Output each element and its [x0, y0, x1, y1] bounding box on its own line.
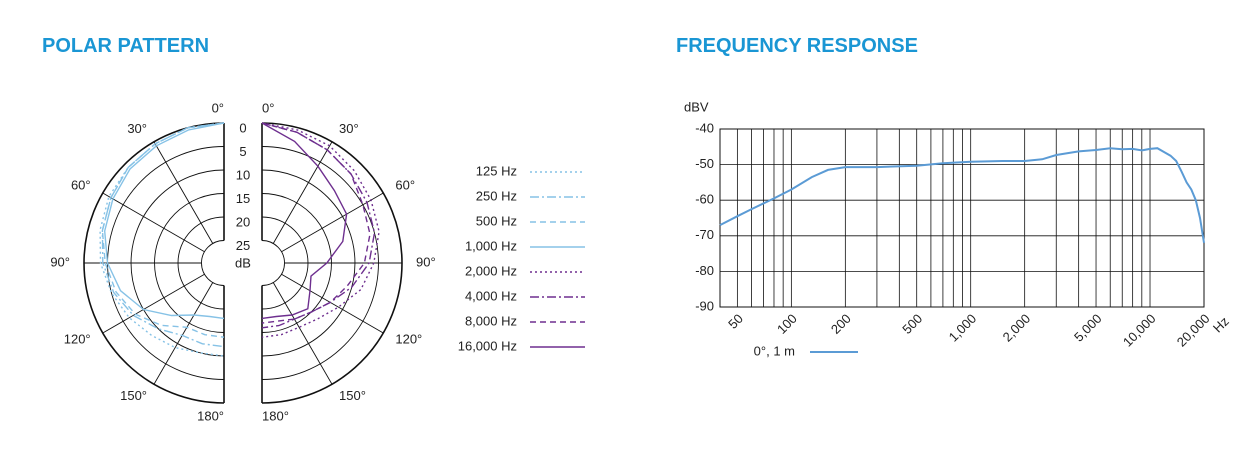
theta-tick-label: 180°: [262, 408, 289, 423]
r-tick-label: 5: [239, 144, 246, 159]
x-tick-label: 10,000: [1120, 311, 1159, 350]
theta-tick-label: 60°: [71, 177, 91, 192]
x-tick-label: 200: [828, 311, 854, 337]
legend-label: 1,000 Hz: [465, 238, 517, 253]
y-tick-label: -50: [695, 156, 714, 171]
theta-tick-label: 120°: [64, 331, 91, 346]
plot-frame: [719, 128, 1205, 308]
x-tick-label: 20,000: [1174, 311, 1213, 350]
grid-spoke: [272, 282, 333, 385]
x-tick-label: 500: [899, 311, 925, 337]
legend-label: 0°, 1 m: [754, 343, 795, 358]
legend-label: 2,000 Hz: [465, 263, 517, 278]
legend-label: 250 Hz: [476, 188, 517, 203]
theta-tick-label: 120°: [395, 331, 422, 346]
theta-tick-label: 180°: [197, 408, 224, 423]
grid-spoke: [281, 273, 384, 334]
r-axis-label: dB: [235, 255, 251, 270]
grid-spoke: [153, 141, 214, 244]
polar-line: [261, 122, 348, 320]
theta-tick-label: 150°: [120, 388, 147, 403]
x-tick-label: 5,000: [1071, 311, 1105, 345]
grid-spoke: [102, 273, 205, 334]
x-tick-label: 2,000: [1000, 311, 1034, 345]
y-tick-label: -80: [695, 263, 714, 278]
legend-label: 500 Hz: [476, 213, 517, 228]
grid-spoke: [102, 192, 205, 253]
legend-label: 8,000 Hz: [465, 313, 517, 328]
chart-title: FREQUENCY RESPONSE: [676, 35, 918, 57]
theta-tick-label: 0°: [212, 100, 224, 115]
theta-tick-label: 90°: [416, 254, 436, 269]
x-axis-label: Hz: [1210, 314, 1232, 336]
grid-spoke: [272, 141, 333, 244]
polar-line: [99, 122, 225, 357]
r-tick-label: 25: [236, 238, 250, 253]
theta-tick-label: 0°: [262, 100, 274, 115]
theta-tick-label: 30°: [339, 121, 359, 136]
response-line: [719, 147, 1205, 244]
legend-label: 16,000 Hz: [458, 338, 517, 353]
r-tick-label: 10: [236, 167, 250, 182]
x-tick-label: 1,000: [946, 311, 980, 345]
theta-tick-label: 30°: [127, 121, 147, 136]
grid-spoke: [153, 282, 214, 385]
legend-label: 125 Hz: [476, 163, 517, 178]
polar-line: [101, 122, 225, 338]
polar-line: [261, 122, 380, 338]
y-tick-label: -40: [695, 120, 714, 135]
chart-title: POLAR PATTERN: [42, 35, 209, 57]
legend-label: 4,000 Hz: [465, 288, 517, 303]
theta-tick-label: 150°: [339, 388, 366, 403]
polar-line: [261, 122, 376, 329]
r-tick-label: 0: [239, 120, 246, 135]
y-tick-label: -90: [695, 298, 714, 313]
polar-line: [103, 122, 225, 320]
y-tick-label: -60: [695, 192, 714, 207]
x-tick-label: 100: [774, 311, 800, 337]
grid-spoke: [281, 192, 384, 253]
r-tick-label: 20: [236, 214, 250, 229]
y-axis-label: dBV: [684, 99, 709, 114]
r-tick-label: 15: [236, 191, 250, 206]
x-tick-label: 50: [725, 311, 746, 332]
polar-line: [261, 122, 371, 324]
theta-tick-label: 60°: [395, 177, 415, 192]
y-tick-label: -70: [695, 227, 714, 242]
theta-tick-label: 90°: [50, 254, 70, 269]
